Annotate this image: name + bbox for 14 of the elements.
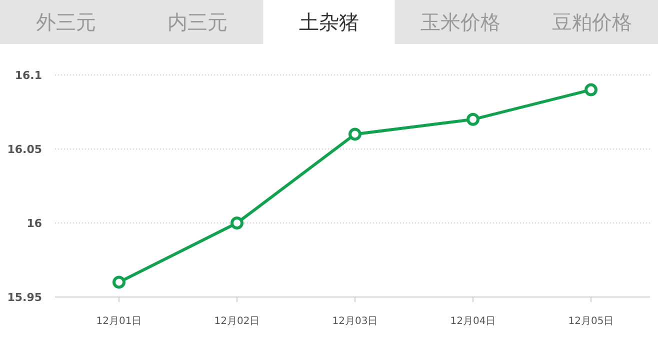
y-tick-label: 16.05	[7, 143, 42, 156]
point	[466, 112, 480, 126]
y-tick-label: 15.95	[7, 291, 42, 304]
x-tick-label: 12月01日	[96, 316, 142, 327]
x-tick-label: 12月04日	[450, 316, 496, 327]
point	[230, 216, 244, 230]
point	[584, 83, 598, 96]
point	[112, 276, 126, 289]
point	[348, 128, 362, 141]
x-tick-label: 12月02日	[214, 316, 260, 327]
x-tick-label: 12月03日	[332, 316, 378, 327]
y-tick-label: 16.1	[14, 69, 42, 82]
y-tick-label: 16	[26, 217, 42, 230]
x-tick-label: 12月05日	[568, 316, 614, 327]
